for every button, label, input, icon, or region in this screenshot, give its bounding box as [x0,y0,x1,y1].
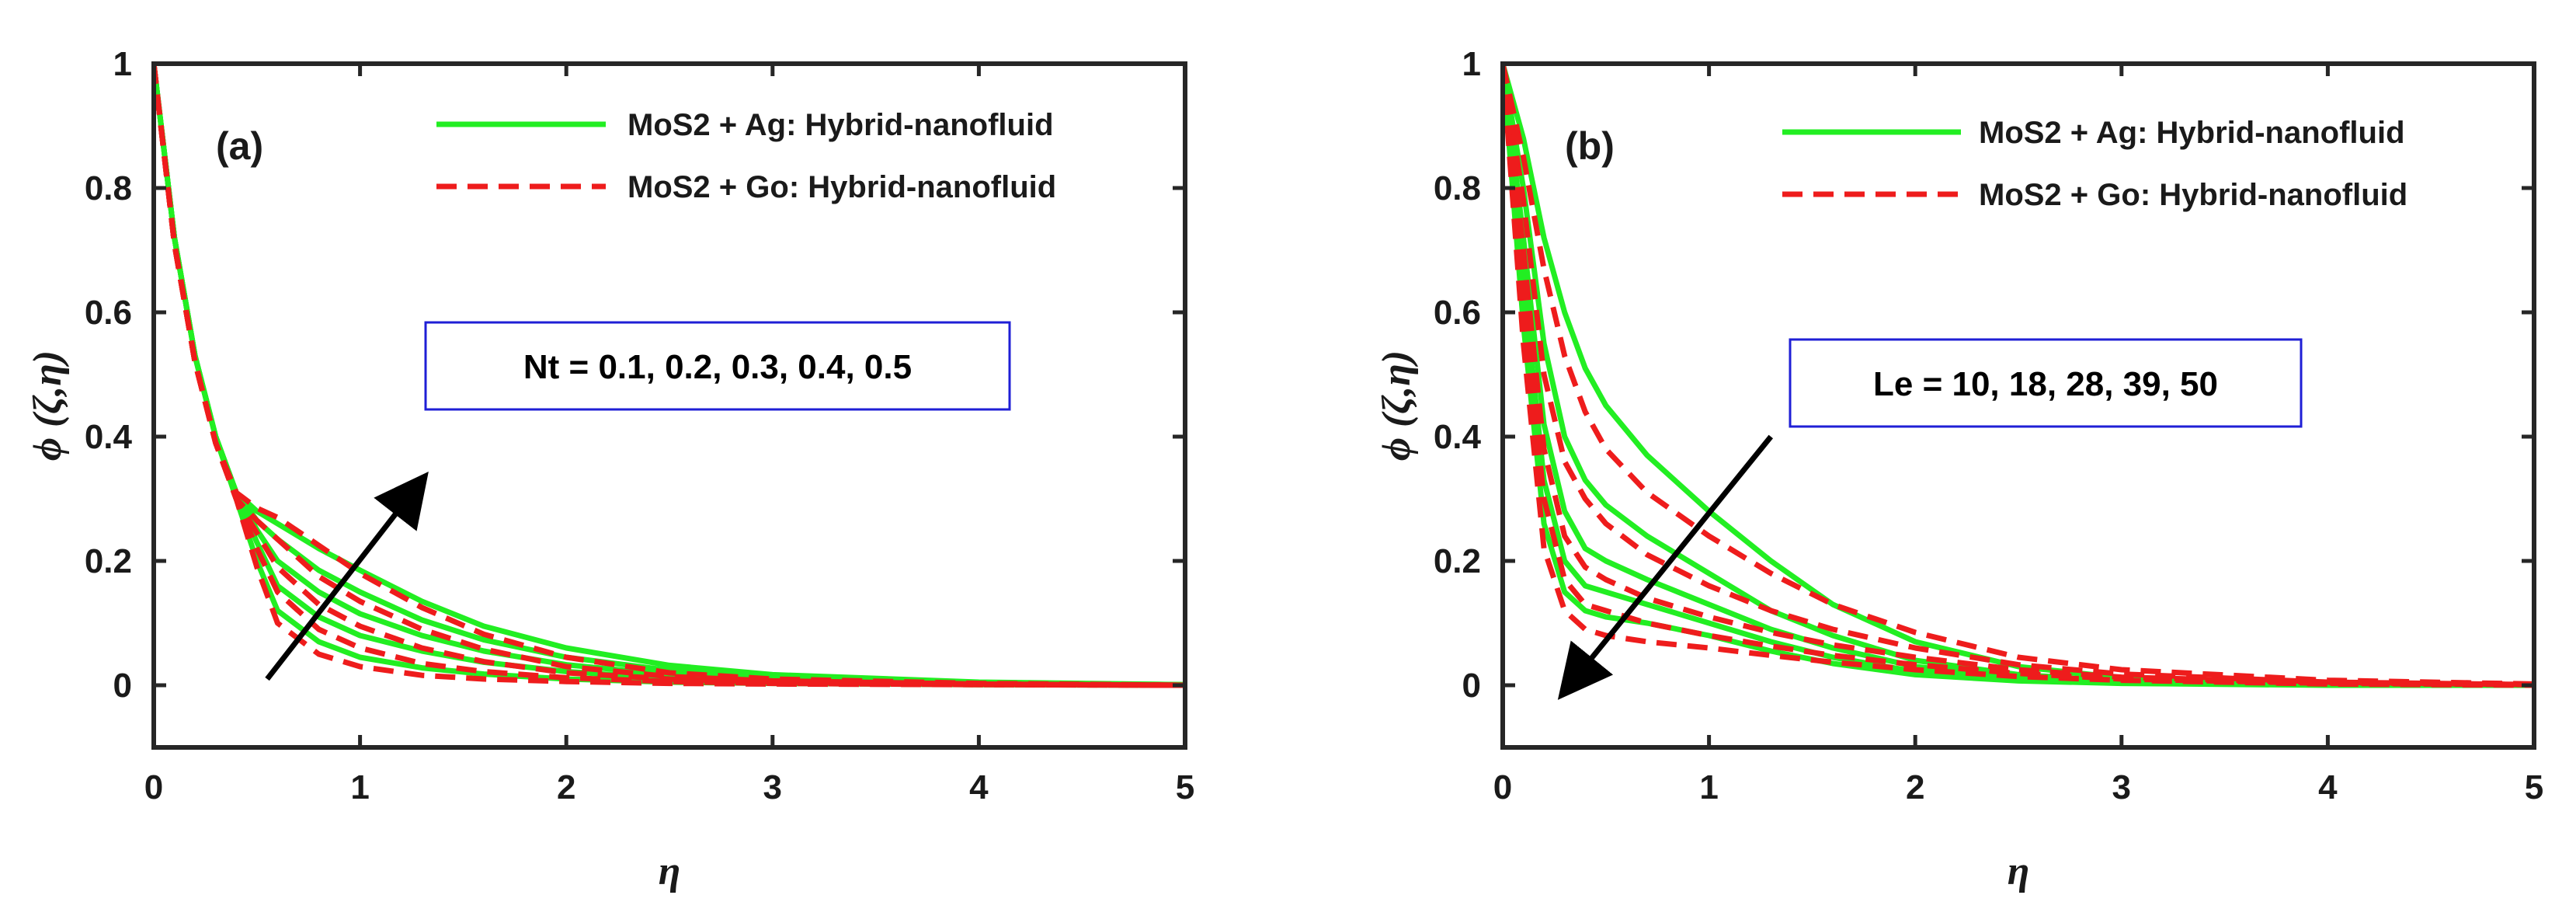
y-tick-labels: 0 0.2 0.4 0.6 0.8 1 [1434,45,1482,705]
y-tick-label: 0.4 [1434,418,1482,456]
x-tick-label: 3 [763,768,782,806]
y-tick-label: 0.8 [1434,169,1481,207]
chart-panel-a: 0 1 2 3 4 5 0 0.2 0.4 0.6 0.8 1 η ϕ (ζ,η) (a) MoS2… [26,45,1194,893]
x-axis-label: η [2008,849,2030,893]
y-tick-label: 0.4 [85,418,133,456]
x-tick-label: 1 [350,768,369,806]
y-tick-label: 0 [1462,667,1481,705]
legend-label-go: MoS2 + Go: Hybrid-nanofluid [1979,178,2407,212]
annotation-text: Nt = 0.1, 0.2, 0.3, 0.4, 0.5 [523,348,912,386]
x-tick-label: 1 [1699,768,1718,806]
y-tick-label: 1 [113,45,132,83]
x-tick-label: 0 [144,768,163,806]
y-tick-label: 1 [1462,45,1481,83]
x-tick-label: 2 [557,768,575,806]
annotation-box [1789,338,2303,428]
chart-panel-b: 0 1 2 3 4 5 0 0.2 0.4 0.6 0.8 1 η ϕ (ζ,η) (b) MoS2… [1375,45,2543,893]
series-group [154,64,1185,688]
x-tick-label: 0 [1493,768,1512,806]
series-line-go-5 [1503,64,2534,688]
parameter-annotation: Le = 10, 18, 28, 39, 50 [1789,338,2303,428]
plot-frame [1500,61,2536,750]
series-line-go-2 [1503,64,2534,688]
y-axis-label: ϕ (ζ,η) [1375,350,1419,461]
x-tick-labels: 0 1 2 3 4 5 [1493,768,2543,806]
legend: MoS2 + Ag: Hybrid-nanofluid MoS2 + Go: H… [1782,116,2407,212]
x-tick-labels: 0 1 2 3 4 5 [144,768,1194,806]
annotation-text: Le = 10, 18, 28, 39, 50 [1873,365,2218,403]
y-tick-labels: 0 0.2 0.4 0.6 0.8 1 [85,45,133,705]
x-tick-label: 5 [2525,768,2543,806]
y-tick-label: 0.6 [1434,294,1481,332]
series-line-go-4 [1503,64,2534,688]
legend-label-ag: MoS2 + Ag: Hybrid-nanofluid [1979,116,2405,150]
series-line-go-5 [154,64,1185,688]
trend-arrow [1557,434,1774,700]
y-tick-label: 0.8 [85,169,132,207]
x-axis-label: η [659,849,681,893]
legend-label-ag: MoS2 + Ag: Hybrid-nanofluid [627,108,1054,142]
panel-label: (b) [1565,124,1615,168]
annotation-box [424,321,1011,411]
y-tick-label: 0.2 [85,542,132,580]
y-axis-label: ϕ (ζ,η) [26,350,70,461]
series-line-go-1 [1503,64,2534,687]
legend: MoS2 + Ag: Hybrid-nanofluid MoS2 + Go: H… [436,108,1056,204]
x-tick-label: 4 [2318,768,2338,806]
y-tick-label: 0.2 [1434,542,1481,580]
plot-frame [151,61,1187,750]
x-tick-label: 4 [969,768,989,806]
tick-marks [1500,61,2536,747]
panel-label: (a) [216,124,263,168]
legend-label-go: MoS2 + Go: Hybrid-nanofluid [627,170,1056,204]
series-line-ag-5 [1503,64,2534,688]
trend-arrow [265,471,429,681]
x-tick-label: 3 [2112,768,2131,806]
x-tick-label: 5 [1176,768,1194,806]
y-tick-label: 0 [113,667,132,705]
tick-marks [151,61,1187,747]
x-tick-label: 2 [1906,768,1924,806]
parameter-annotation: Nt = 0.1, 0.2, 0.3, 0.4, 0.5 [424,321,1011,411]
series-group [1503,64,2534,688]
y-tick-label: 0.6 [85,294,132,332]
